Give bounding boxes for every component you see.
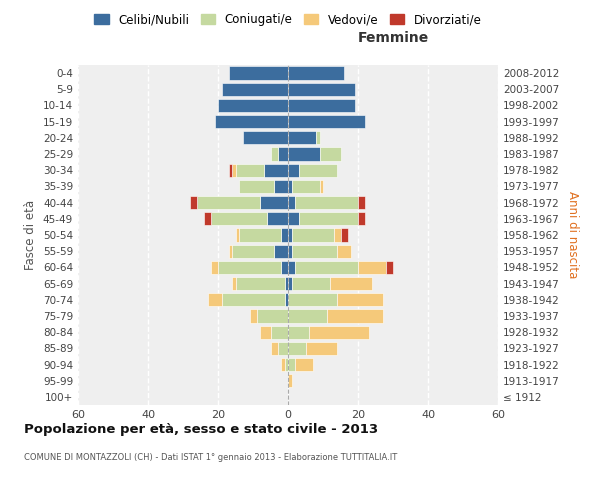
Bar: [320, 148, 341, 160]
Bar: [330, 277, 372, 290]
Y-axis label: Anni di nascita: Anni di nascita: [566, 192, 579, 278]
Bar: [288, 66, 344, 80]
Bar: [295, 196, 358, 209]
Bar: [235, 228, 239, 241]
Bar: [211, 212, 267, 226]
Bar: [299, 212, 358, 226]
Bar: [288, 244, 292, 258]
Bar: [190, 196, 197, 209]
Bar: [281, 358, 284, 371]
Bar: [358, 196, 365, 209]
Bar: [229, 164, 232, 177]
Bar: [274, 180, 288, 193]
Bar: [288, 310, 326, 322]
Bar: [288, 212, 299, 226]
Bar: [232, 244, 274, 258]
Bar: [288, 115, 365, 128]
Bar: [292, 180, 320, 193]
Bar: [288, 277, 292, 290]
Bar: [386, 260, 393, 274]
Bar: [232, 164, 235, 177]
Bar: [263, 164, 288, 177]
Y-axis label: Fasce di età: Fasce di età: [25, 200, 37, 270]
Bar: [292, 277, 330, 290]
Bar: [218, 99, 288, 112]
Bar: [271, 342, 277, 355]
Bar: [320, 180, 323, 193]
Bar: [242, 131, 288, 144]
Bar: [337, 244, 351, 258]
Legend: Celibi/Nubili, Coniugati/e, Vedovi/e, Divorziati/e: Celibi/Nubili, Coniugati/e, Vedovi/e, Di…: [89, 8, 487, 31]
Bar: [267, 212, 288, 226]
Bar: [239, 228, 281, 241]
Bar: [274, 244, 288, 258]
Bar: [271, 326, 288, 339]
Bar: [235, 164, 263, 177]
Bar: [281, 260, 288, 274]
Bar: [208, 293, 221, 306]
Bar: [229, 244, 232, 258]
Bar: [288, 342, 305, 355]
Bar: [284, 277, 288, 290]
Bar: [229, 66, 288, 80]
Bar: [295, 358, 313, 371]
Bar: [358, 260, 386, 274]
Bar: [257, 310, 288, 322]
Bar: [284, 358, 288, 371]
Bar: [235, 277, 284, 290]
Bar: [337, 293, 383, 306]
Bar: [288, 293, 337, 306]
Bar: [288, 260, 295, 274]
Bar: [277, 342, 288, 355]
Bar: [221, 82, 288, 96]
Bar: [316, 131, 320, 144]
Bar: [260, 196, 288, 209]
Text: Femmine: Femmine: [358, 30, 428, 44]
Bar: [288, 82, 355, 96]
Bar: [334, 228, 341, 241]
Text: COMUNE DI MONTAZZOLI (CH) - Dati ISTAT 1° gennaio 2013 - Elaborazione TUTTITALIA: COMUNE DI MONTAZZOLI (CH) - Dati ISTAT 1…: [24, 452, 397, 462]
Bar: [288, 99, 355, 112]
Bar: [288, 164, 299, 177]
Bar: [288, 180, 292, 193]
Bar: [250, 310, 257, 322]
Bar: [281, 228, 288, 241]
Bar: [358, 212, 365, 226]
Bar: [288, 196, 295, 209]
Bar: [288, 148, 320, 160]
Bar: [211, 260, 218, 274]
Bar: [295, 260, 358, 274]
Bar: [271, 148, 277, 160]
Bar: [309, 326, 368, 339]
Bar: [218, 260, 281, 274]
Bar: [221, 293, 284, 306]
Bar: [305, 342, 337, 355]
Bar: [299, 164, 337, 177]
Bar: [277, 148, 288, 160]
Bar: [292, 228, 334, 241]
Text: Popolazione per età, sesso e stato civile - 2013: Popolazione per età, sesso e stato civil…: [24, 422, 378, 436]
Bar: [288, 358, 295, 371]
Bar: [292, 244, 337, 258]
Bar: [288, 131, 316, 144]
Bar: [288, 326, 309, 339]
Bar: [288, 228, 292, 241]
Bar: [215, 115, 288, 128]
Bar: [284, 293, 288, 306]
Bar: [232, 277, 235, 290]
Bar: [260, 326, 271, 339]
Bar: [288, 374, 292, 388]
Bar: [326, 310, 383, 322]
Bar: [239, 180, 274, 193]
Bar: [204, 212, 211, 226]
Bar: [341, 228, 347, 241]
Bar: [197, 196, 260, 209]
